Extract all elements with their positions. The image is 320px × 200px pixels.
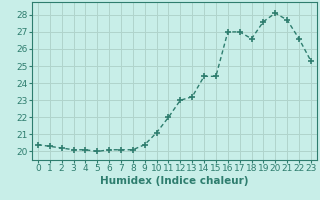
X-axis label: Humidex (Indice chaleur): Humidex (Indice chaleur) bbox=[100, 176, 249, 186]
